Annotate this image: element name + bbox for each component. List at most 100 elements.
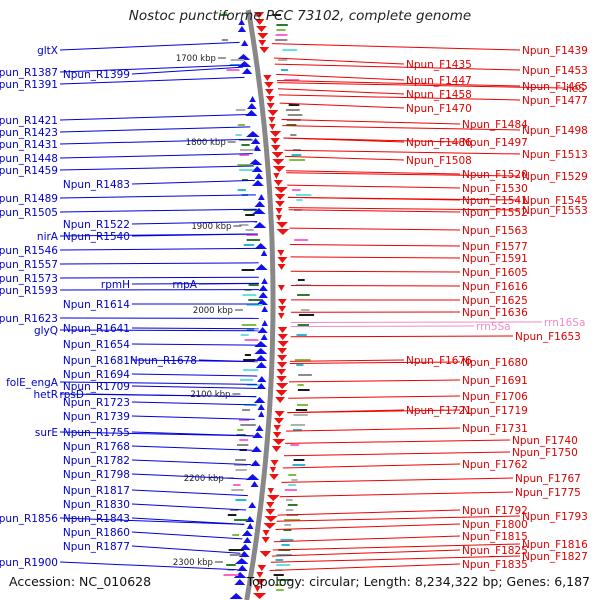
forward-gene <box>266 495 280 501</box>
feature-bar <box>297 324 310 326</box>
feature-bar <box>276 554 292 556</box>
right-connector <box>277 82 565 89</box>
forward-gene <box>277 299 287 305</box>
forward-gene <box>256 572 264 578</box>
right-connector <box>279 102 405 109</box>
forward-gene <box>269 131 282 137</box>
reverse-gene <box>229 593 243 599</box>
feature-bar <box>243 359 256 361</box>
feature-bar <box>300 309 310 311</box>
right-gene-label: Npun_F1470 <box>406 103 472 115</box>
left-gene-label: Npun_R1483 <box>63 179 130 191</box>
left-connector <box>59 208 257 213</box>
feature-bar <box>298 314 315 316</box>
reverse-gene <box>249 96 256 102</box>
feature-bar <box>276 29 286 31</box>
reverse-gene <box>253 222 267 228</box>
right-gene-label: Npun_F1439 <box>522 45 588 57</box>
left-gene-label: Npun_R1546 <box>0 245 58 257</box>
feature-bar <box>243 244 255 246</box>
feature-bar <box>241 269 255 271</box>
feature-bar <box>286 499 293 501</box>
right-connector <box>287 196 521 201</box>
left-gene-label: Npun_R1391 <box>0 79 58 91</box>
right-gene-label: Npun_F1529 <box>522 171 588 183</box>
left-gene-label: folE_engA <box>6 377 59 389</box>
right-gene-label: Npun_F1477 <box>522 95 588 107</box>
feature-tracks <box>220 12 315 599</box>
feature-bar <box>238 419 250 421</box>
feature-bar <box>284 524 292 526</box>
left-connector <box>131 503 247 511</box>
right-gene-label: Npun_F1835 <box>462 559 528 571</box>
rrna-label: rrn5Sa <box>476 321 511 333</box>
reverse-gene <box>258 285 268 291</box>
right-gene-label: Npun_F1815 <box>462 531 528 543</box>
right-gene-label: Npun_F1731 <box>462 423 528 435</box>
forward-gene <box>263 75 272 81</box>
left-gene-label: Npun_R1459 <box>0 165 58 177</box>
left-connector <box>59 64 243 73</box>
feature-bar <box>285 109 300 111</box>
right-connector <box>283 451 511 457</box>
right-connector <box>285 427 461 432</box>
reverse-gene <box>252 145 262 151</box>
feature-bar <box>226 69 240 71</box>
forward-gene <box>266 103 275 109</box>
feature-bar <box>298 374 312 376</box>
right-gene-label: Npun_F1486 <box>406 137 472 149</box>
feature-bar <box>221 39 228 41</box>
forward-gene <box>275 208 283 214</box>
tick-label: 1900 kbp <box>191 222 231 232</box>
feature-bar <box>293 414 308 416</box>
right-connector <box>283 137 461 143</box>
left-connector <box>59 517 245 525</box>
forward-gene <box>277 257 288 263</box>
right-gene-label: Npun_F1563 <box>462 225 528 237</box>
forward-gene <box>274 194 286 200</box>
tick-label: 2000 kbp <box>193 306 233 316</box>
reverse-gene <box>261 306 268 312</box>
feature-bar <box>241 144 250 146</box>
left-connector <box>198 282 259 285</box>
feature-bar <box>282 49 298 51</box>
feature-bar <box>276 564 291 566</box>
left-gene-label: Npun_R1739 <box>63 411 130 423</box>
forward-gene <box>275 215 283 221</box>
right-gene-label: Npun_F1691 <box>462 375 528 387</box>
feature-bar <box>239 149 255 151</box>
right-gene-label: Npun_F1676 <box>406 355 472 367</box>
forward-gene <box>263 523 276 529</box>
left-connector <box>59 153 253 159</box>
left-gene-label: Npun_R1505 <box>0 207 58 219</box>
genome-summary: Topology: circular; Length: 8,234,322 bp… <box>246 574 590 589</box>
left-connector <box>59 247 259 251</box>
forward-gene <box>275 390 288 396</box>
forward-gene <box>275 201 285 207</box>
left-connector <box>131 401 256 406</box>
map-title: Nostoc punctiforme PCC 73102, complete g… <box>128 8 472 24</box>
reverse-gene <box>246 131 260 137</box>
left-gene-label: Npun_R1694 <box>63 369 130 381</box>
reverse-gene <box>239 544 251 550</box>
left-connector <box>131 373 258 377</box>
right-connector <box>269 563 461 571</box>
left-gene-label: Npun_R1614 <box>63 299 130 311</box>
right-gene-label: Npun_F1497 <box>462 137 528 149</box>
forward-gene <box>276 222 288 228</box>
left-connector <box>198 359 258 363</box>
tick-label: 1800 kbp <box>186 138 226 148</box>
right-connector <box>270 555 521 563</box>
right-gene-label: Npun_F1792 <box>462 505 528 517</box>
feature-bar <box>284 519 300 521</box>
forward-genes <box>252 12 290 599</box>
left-connector <box>131 179 255 185</box>
right-gene-label: Npun_F1508 <box>406 155 472 167</box>
feature-bar <box>231 489 244 491</box>
reverse-gene <box>252 432 263 438</box>
left-connector <box>59 76 245 85</box>
left-connector <box>131 473 250 480</box>
left-gene-label: Npun_R1423 <box>0 127 58 139</box>
feature-bar <box>220 14 228 16</box>
